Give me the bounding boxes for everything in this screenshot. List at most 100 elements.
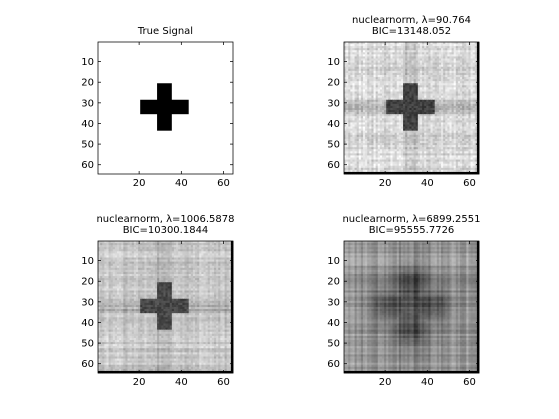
heatmap-cell [371,58,374,61]
heatmap-cell [362,171,366,175]
heatmap-cell [358,85,362,88]
heatmap-cell [436,66,440,70]
heatmap-cell [457,112,461,115]
heatmap-cell [457,136,461,140]
heatmap-cell [369,161,372,165]
heatmap-cell [474,130,478,134]
heatmap-cell [369,124,372,127]
heatmap-cell [373,103,376,107]
heatmap-cell [464,161,467,165]
heatmap-cell [451,120,455,123]
heatmap-cell [417,120,421,123]
heatmap-cell [354,141,358,144]
heatmap-cell [369,122,372,125]
heatmap-cell [464,138,467,142]
heatmap-cell [390,163,393,167]
heatmap-cell [460,77,463,80]
heatmap-cell [460,128,463,132]
heatmap-cell [436,149,440,152]
heatmap-cell [375,99,379,103]
heatmap-cell [470,110,474,113]
heatmap-cell [209,245,213,248]
heatmap-cell [407,145,410,148]
heatmap-cell [453,75,457,78]
heatmap-cell [201,247,204,250]
heatmap-cell [411,64,414,68]
heatmap-cell [369,136,372,140]
heatmap-cell [131,261,135,265]
heatmap-cell [396,91,400,94]
heatmap-cell [375,66,379,70]
heatmap-cell [375,81,379,84]
heatmap-cell [400,72,404,76]
heatmap-cell [424,141,427,144]
heatmap-cell [409,89,412,92]
heatmap-cell [411,42,414,45]
heatmap-cell [367,151,370,154]
heatmap-cell [426,145,429,148]
heatmap-cell [422,132,425,136]
heatmap-cell [462,101,465,105]
heatmap-cell [386,46,389,49]
heatmap-cell [358,138,362,142]
heatmap-cell [426,116,429,119]
heatmap-cell [455,105,459,109]
heatmap-cell [428,169,431,173]
heatmap-cell [100,261,103,265]
heatmap-cell [449,112,452,115]
heatmap-cell [360,122,364,125]
heatmap-cell [447,44,450,47]
heatmap-cell [388,169,391,173]
heatmap-cell [377,52,381,55]
heatmap-cell [379,122,383,125]
heatmap-cell [152,253,156,256]
heatmap-cell [135,253,139,256]
heatmap-cell [413,147,417,150]
heatmap-cell [197,255,200,258]
heatmap-cell [472,105,476,109]
heatmap-cell [476,42,480,45]
heatmap-cell [455,149,459,152]
heatmap-cell [388,171,391,175]
heatmap-cell [110,243,114,246]
heatmap-cell [443,68,446,72]
heatmap-cell [451,105,455,109]
heatmap-cell [407,120,410,123]
heatmap-cell [352,167,355,171]
heatmap-cell [468,136,471,140]
heatmap-cell [455,83,459,86]
heatmap-cell [464,157,467,160]
heatmap-cell [195,261,198,265]
heatmap-cell [192,249,196,252]
heatmap-cell [476,64,480,68]
heatmap-cell [411,136,414,140]
heatmap-cell [460,105,463,109]
heatmap-cell [190,263,194,267]
heatmap-cell [222,255,225,258]
heatmap-cell [449,101,452,105]
heatmap-cell [472,70,476,74]
heatmap-cell [390,101,393,105]
heatmap-cell [438,132,442,136]
heatmap-cell [430,151,433,154]
heatmap-cell [375,79,379,82]
heatmap-cell [476,70,480,74]
heatmap-cell [354,68,358,72]
heatmap-cell [415,72,419,76]
heatmap-cell [476,167,480,171]
axes-frame [97,41,234,175]
heatmap-cell [413,134,417,138]
heatmap-cell [426,70,429,74]
x-tick-label: 40 [175,178,188,189]
heatmap-cell [422,145,425,148]
heatmap-cell [400,68,404,72]
heatmap-cell [373,155,376,158]
heatmap-cell [348,126,351,129]
heatmap-cell [447,48,450,51]
heatmap-cell [434,122,438,125]
heatmap-cell [358,66,362,70]
heatmap-cell [407,143,410,146]
heatmap-cell [348,46,351,49]
heatmap-cell [432,149,436,152]
heatmap-cell [432,110,436,113]
